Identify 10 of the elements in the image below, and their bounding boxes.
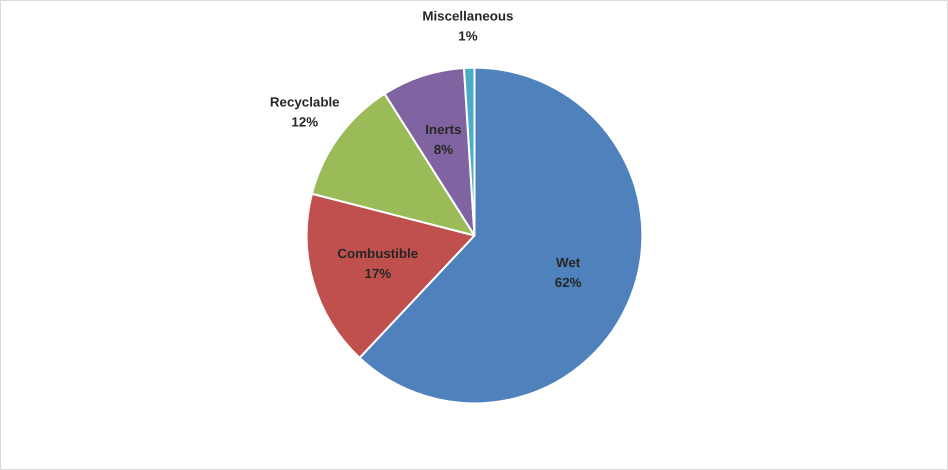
slice-label: Combustible	[337, 246, 418, 262]
slice-label: Wet	[556, 255, 581, 270]
slice-label: Inerts	[425, 122, 462, 138]
data-label: 62%	[554, 275, 582, 290]
slice-label: Recyclable	[270, 94, 340, 110]
data-label: 1%	[458, 28, 478, 44]
data-label: 12%	[291, 114, 318, 130]
data-label: 8%	[434, 142, 454, 158]
slice-label: Miscellaneous	[422, 8, 514, 24]
data-label: 17%	[364, 266, 392, 282]
